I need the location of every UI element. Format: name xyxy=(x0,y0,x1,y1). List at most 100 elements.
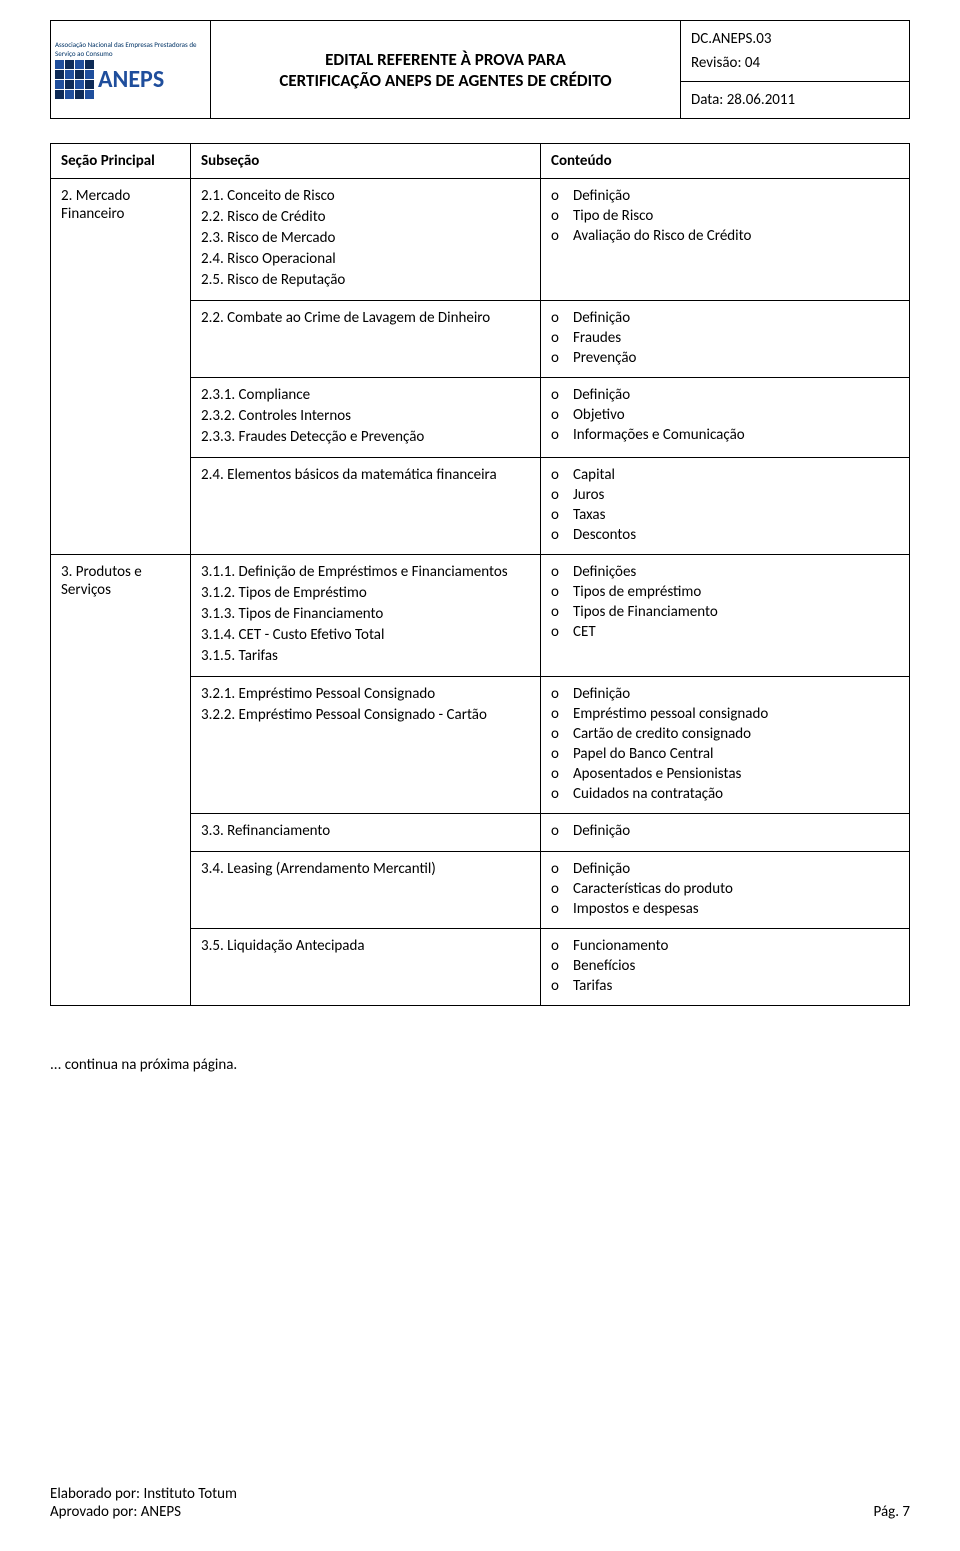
sub-item: 2.3.2. Controles Internos xyxy=(201,407,530,425)
list-marker: o xyxy=(551,386,573,404)
list-marker: o xyxy=(551,765,573,783)
cell-conteudo: oDefiniçãooFraudesoPrevenção xyxy=(541,301,910,378)
logo-text: ANEPS xyxy=(98,68,164,92)
content-item: oBenefícios xyxy=(551,957,899,975)
continue-note: ... continua na próxima página. xyxy=(50,1056,910,1074)
content-item-text: Papel do Banco Central xyxy=(573,745,714,763)
cell-conteudo: oDefinição oCaracterísticas do produtooIm… xyxy=(541,852,910,929)
content-item-text: Tipo de Risco xyxy=(573,207,653,225)
content-item-text: Capital xyxy=(573,466,615,484)
cell-subsecao: 3.3. Refinanciamento xyxy=(191,814,541,852)
cell-subsecao: 3.5. Liquidação Antecipada xyxy=(191,929,541,1006)
content-item-text: CET xyxy=(573,623,596,641)
content-item: oTaxas xyxy=(551,506,899,524)
logo-cell: Associação Nacional das Empresas Prestad… xyxy=(51,21,211,119)
doc-info-top: DC.ANEPS.03 Revisão: 04 xyxy=(681,21,910,82)
doc-info-bottom: Data: 28.06.2011 xyxy=(681,82,910,119)
content-item-text: Cartão de credito consignado xyxy=(573,725,751,743)
list-marker: o xyxy=(551,957,573,975)
content-item-text: Impostos e despesas xyxy=(573,900,699,918)
logo-subtitle: Associação Nacional das Empresas Prestad… xyxy=(55,40,206,58)
sub-item: 2.4. Risco Operacional xyxy=(201,250,530,268)
content-item-text: Empréstimo pessoal consignado xyxy=(573,705,768,723)
cell-subsecao: 3.2.1. Empréstimo Pessoal Consignado3.2.… xyxy=(191,677,541,814)
page-footer: Elaborado por: Instituto Totum Aprovado … xyxy=(50,1485,910,1521)
content-item: oEmpréstimo pessoal consignado xyxy=(551,705,899,723)
document-header: Associação Nacional das Empresas Prestad… xyxy=(50,20,910,119)
content-item: oAposentados e Pensionistas xyxy=(551,765,899,783)
sub-item: 2.3.1. Compliance xyxy=(201,386,530,404)
content-item-text: Definição xyxy=(573,860,630,878)
sub-item: 3.2.2. Empréstimo Pessoal Consignado - C… xyxy=(201,706,530,724)
content-item-text: Tipos de Financiamento xyxy=(573,603,718,621)
content-item: oDefinição xyxy=(551,685,899,703)
list-marker: o xyxy=(551,309,573,327)
sub-item: 2.4. Elementos básicos da matemática fin… xyxy=(201,466,530,484)
list-marker: o xyxy=(551,785,573,803)
logo-icon xyxy=(55,60,94,99)
list-marker: o xyxy=(551,227,573,245)
list-marker: o xyxy=(551,880,573,898)
cell-subsecao: 2.4. Elementos básicos da matemática fin… xyxy=(191,458,541,555)
cell-principal: 2. Mercado Financeiro xyxy=(51,179,191,555)
list-marker: o xyxy=(551,466,573,484)
sub-item: 3.4. Leasing (Arrendamento Mercantil) xyxy=(201,860,530,878)
footer-left2: Aprovado por: ANEPS xyxy=(50,1503,181,1521)
content-item: oTarifas xyxy=(551,977,899,995)
content-item-text: Definição xyxy=(573,685,630,703)
content-item-text: Prevenção xyxy=(573,349,636,367)
content-item-text: Juros xyxy=(573,486,604,504)
sub-item: 2.2. Combate ao Crime de Lavagem de Dinh… xyxy=(201,309,530,327)
content-item: oDefinição xyxy=(551,860,899,878)
content-item: oTipos de Financiamento xyxy=(551,603,899,621)
sub-item: 2.2. Risco de Crédito xyxy=(201,208,530,226)
logo: Associação Nacional das Empresas Prestad… xyxy=(55,40,206,99)
content-item: oDefinição xyxy=(551,822,899,840)
content-item: oDefinição xyxy=(551,386,899,404)
content-item-text: Avaliação do Risco de Crédito xyxy=(573,227,751,245)
document-title: EDITAL REFERENTE À PROVA PARA CERTIFICAÇ… xyxy=(211,21,681,119)
col-header-principal: Seção Principal xyxy=(51,144,191,179)
content-item: oTipos de empréstimo xyxy=(551,583,899,601)
sub-item: 3.1.2. Tipos de Empréstimo xyxy=(201,584,530,602)
list-marker: o xyxy=(551,187,573,205)
list-marker: o xyxy=(551,685,573,703)
sub-item: 2.3. Risco de Mercado xyxy=(201,229,530,247)
cell-conteudo: oDefiniçãooTipo de RiscooAvaliação do Ri… xyxy=(541,179,910,301)
content-item: oCapital xyxy=(551,466,899,484)
list-marker: o xyxy=(551,506,573,524)
cell-conteudo: oDefiniçãooObjetivooInformações e Comuni… xyxy=(541,378,910,458)
list-marker: o xyxy=(551,583,573,601)
list-marker: o xyxy=(551,725,573,743)
content-item-text: Definição xyxy=(573,822,630,840)
content-item-text: Definição xyxy=(573,386,630,404)
list-marker: o xyxy=(551,745,573,763)
content-item-text: Aposentados e Pensionistas xyxy=(573,765,741,783)
content-item-text: Informações e Comunicação xyxy=(573,426,745,444)
sub-item: 3.5. Liquidação Antecipada xyxy=(201,937,530,955)
sub-item: 2.3.3. Fraudes Detecção e Prevenção xyxy=(201,428,530,446)
list-marker: o xyxy=(551,705,573,723)
cell-subsecao: 2.3.1. Compliance 2.3.2. Controles Intern… xyxy=(191,378,541,458)
content-item: oAvaliação do Risco de Crédito xyxy=(551,227,899,245)
cell-conteudo: oDefiniçãooEmpréstimo pessoal consignado… xyxy=(541,677,910,814)
cell-subsecao: 2.2. Combate ao Crime de Lavagem de Dinh… xyxy=(191,301,541,378)
cell-conteudo: oDefinição xyxy=(541,814,910,852)
list-marker: o xyxy=(551,563,573,581)
content-item: oJuros xyxy=(551,486,899,504)
sub-item: 3.3. Refinanciamento xyxy=(201,822,530,840)
cell-conteudo: oDefiniçõesoTipos de empréstimooTipos de… xyxy=(541,555,910,677)
sub-item: 3.1.4. CET - Custo Efetivo Total xyxy=(201,626,530,644)
content-item: oCaracterísticas do produto xyxy=(551,880,899,898)
content-item-text: Definições xyxy=(573,563,636,581)
list-marker: o xyxy=(551,406,573,424)
content-item: oInformações e Comunicação xyxy=(551,426,899,444)
content-item: oDefinição xyxy=(551,309,899,327)
cell-subsecao: 3.4. Leasing (Arrendamento Mercantil) xyxy=(191,852,541,929)
content-item-text: Taxas xyxy=(573,506,605,524)
content-item: oTipo de Risco xyxy=(551,207,899,225)
list-marker: o xyxy=(551,486,573,504)
content-item: oDescontos xyxy=(551,526,899,544)
content-item-text: Tarifas xyxy=(573,977,612,995)
title-line1: EDITAL REFERENTE À PROVA PARA xyxy=(325,49,566,70)
